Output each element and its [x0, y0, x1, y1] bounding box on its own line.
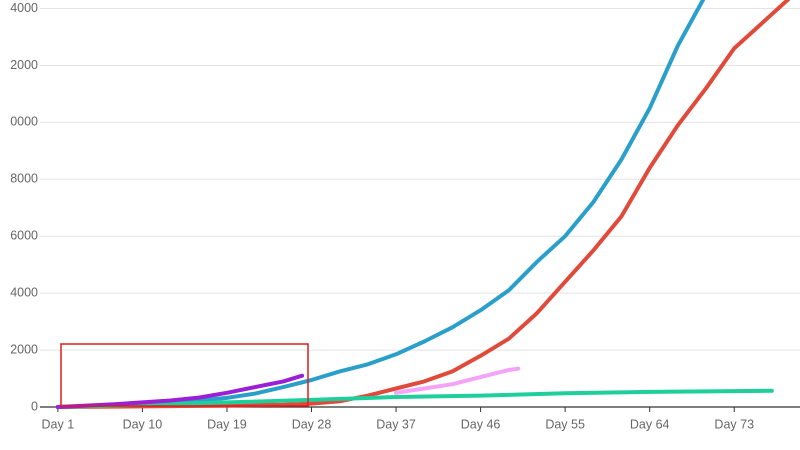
x-tick-label: Day 46	[461, 417, 501, 431]
series-line	[55, 388, 774, 409]
y-tick-label: 0	[31, 399, 38, 413]
x-tick-label: Day 1	[42, 417, 75, 431]
y-tick-label: 6000	[10, 229, 38, 243]
grid	[40, 8, 800, 412]
series-line	[55, 373, 305, 409]
series-line	[394, 366, 521, 395]
y-tick-label: 2000	[10, 342, 38, 356]
x-tick-label: Day 28	[292, 417, 332, 431]
lines	[55, 0, 791, 409]
series-line	[55, 0, 791, 409]
y-tick-label: 0000	[10, 115, 38, 129]
y-tick-label: 4000	[10, 285, 38, 299]
x-tick-label: Day 64	[630, 417, 670, 431]
x-tick-label: Day 10	[123, 417, 163, 431]
x-tick-label: Day 19	[207, 417, 247, 431]
y-tick-label: 4000	[10, 1, 38, 15]
y-tick-label: 2000	[10, 58, 38, 72]
series-line	[55, 0, 706, 409]
x-tick-label: Day 73	[714, 417, 754, 431]
x-tick-label: Day 37	[376, 417, 416, 431]
y-tick-label: 8000	[10, 172, 38, 186]
x-tick-label: Day 55	[545, 417, 585, 431]
highlight-box	[60, 343, 309, 407]
